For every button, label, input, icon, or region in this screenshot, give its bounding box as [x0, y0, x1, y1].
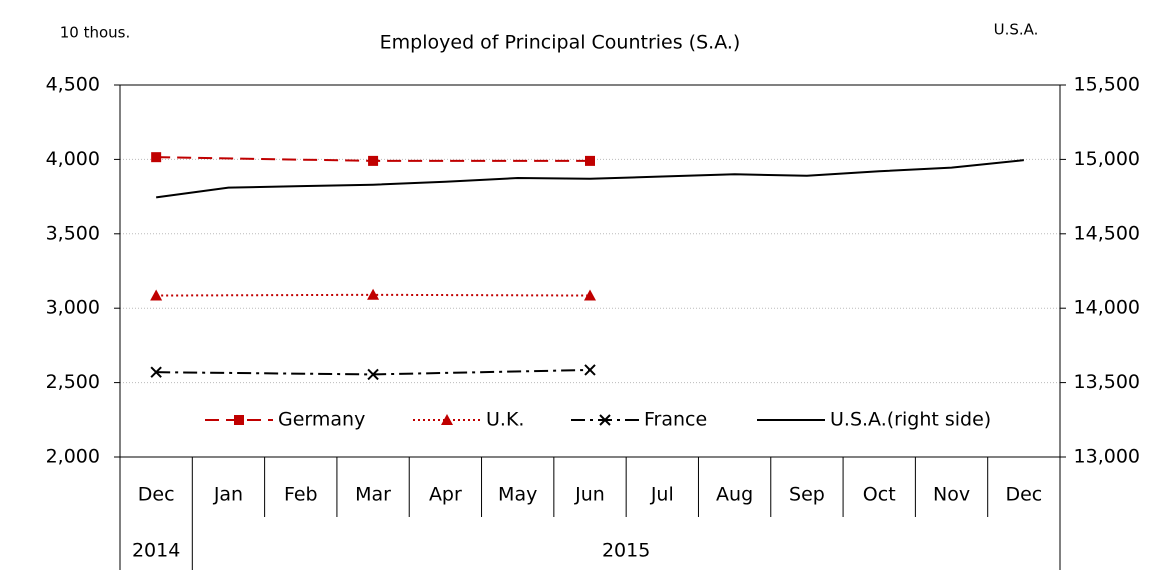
x-tick-label: Dec — [138, 484, 175, 506]
x-tick-label: Feb — [284, 484, 318, 506]
year-label: 2015 — [602, 540, 650, 562]
y-tick-label: 2,000 — [46, 446, 100, 468]
y-tick-label: 4,500 — [46, 74, 100, 96]
x-tick-label: Mar — [355, 484, 391, 506]
x-tick-label: Aug — [716, 484, 753, 506]
x-tick-label: Dec — [1005, 484, 1042, 506]
x-tick-label: Jun — [574, 484, 605, 506]
year-label: 2014 — [132, 540, 180, 562]
marker — [584, 364, 596, 376]
y2-tick-label: 14,500 — [1074, 222, 1140, 244]
marker — [367, 288, 380, 300]
marker — [584, 289, 596, 301]
marker — [150, 366, 162, 378]
legend-label: U.S.A.(right side) — [830, 409, 991, 431]
marker — [441, 414, 453, 425]
y2-tick-label: 14,000 — [1074, 297, 1140, 319]
legend-label: U.K. — [486, 409, 524, 431]
y2-axis-label: U.S.A. — [994, 21, 1039, 39]
y-tick-label: 2,500 — [46, 371, 100, 393]
plot-frame — [119, 84, 1061, 458]
y-tick-label: 3,500 — [46, 222, 100, 244]
x-tick-label: Oct — [863, 484, 896, 506]
x-tick-label: Apr — [429, 484, 462, 506]
x-tick-label: Jan — [213, 484, 243, 506]
x-tick-label: Jul — [650, 484, 674, 506]
chart-title: Employed of Principal Countries (S.A.) — [380, 32, 741, 54]
y2-tick-label: 15,500 — [1074, 74, 1140, 96]
marker — [150, 289, 163, 301]
marker — [585, 155, 595, 166]
x-tick-label: May — [498, 484, 537, 506]
y2-tick-label: 13,500 — [1074, 371, 1140, 393]
legend-label: Germany — [278, 409, 365, 431]
marker — [367, 368, 379, 381]
y2-tick-label: 13,000 — [1074, 446, 1140, 468]
x-tick-label: Sep — [789, 484, 825, 506]
legend-label: France — [644, 409, 707, 431]
y-axis-label: 10 thous. — [60, 24, 131, 42]
series-line — [156, 159, 1024, 199]
x-tick-label: Nov — [933, 484, 970, 506]
marker — [151, 152, 162, 163]
y-tick-label: 3,000 — [46, 297, 100, 319]
y-tick-label: 4,000 — [46, 148, 100, 170]
marker — [599, 414, 611, 426]
marker — [368, 155, 379, 166]
y2-tick-label: 15,000 — [1074, 148, 1140, 170]
marker — [234, 415, 244, 425]
